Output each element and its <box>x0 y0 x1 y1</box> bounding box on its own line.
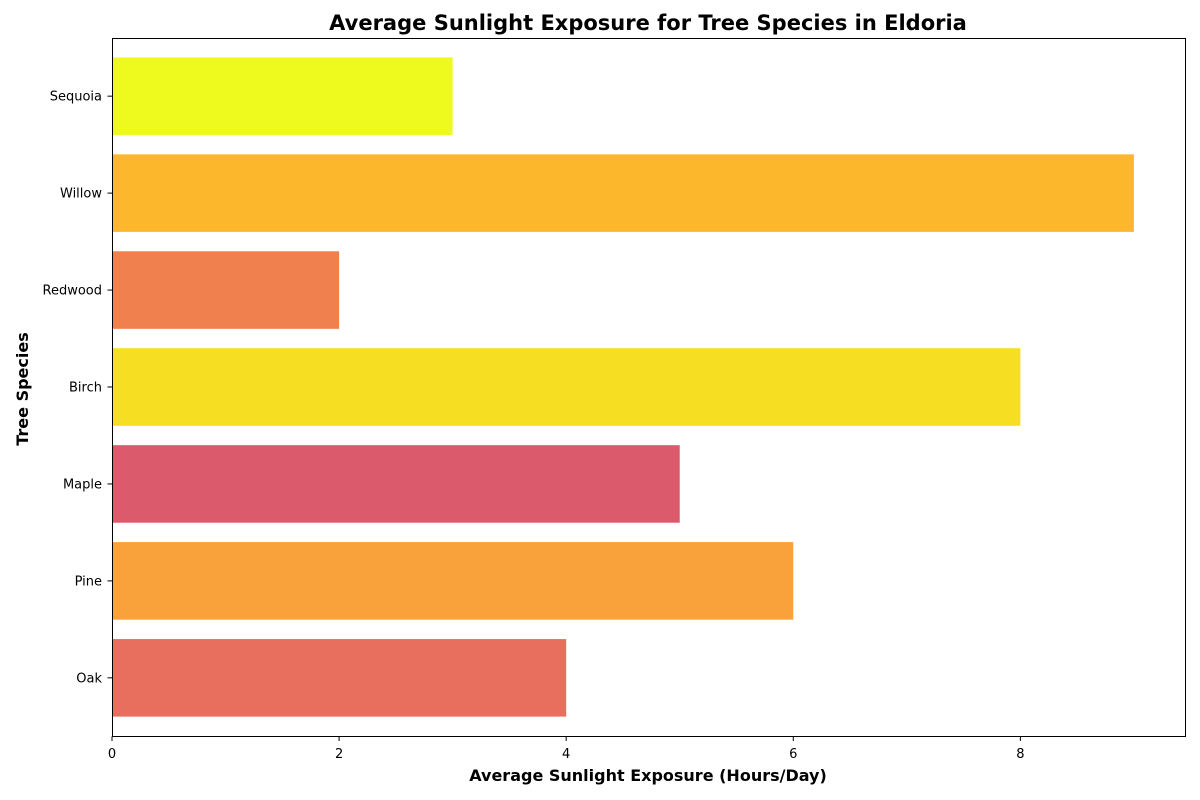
x-tick-label: 8 <box>1016 747 1024 762</box>
y-tick-label: Willow <box>60 187 102 202</box>
y-axis-label: Tree Species <box>13 332 32 446</box>
y-ticks: Oak Pine Maple Birch Redwood Willow Sequoia <box>43 90 113 686</box>
y-tick-label: Oak <box>76 671 102 686</box>
bar-redwood <box>112 251 340 329</box>
x-ticks: 0 2 4 6 8 <box>108 736 1025 762</box>
y-tick-label: Sequoia <box>50 90 102 105</box>
x-axis-label: Average Sunlight Exposure (Hours/Day) <box>469 766 827 785</box>
chart-title: Average Sunlight Exposure for Tree Speci… <box>329 11 967 35</box>
x-tick-label: 4 <box>562 747 570 762</box>
bar-willow <box>112 154 1134 232</box>
bar-oak <box>112 639 567 717</box>
bar-pine <box>112 542 794 620</box>
x-tick-label: 2 <box>335 747 343 762</box>
y-tick-label: Birch <box>69 381 102 396</box>
x-tick-label: 0 <box>108 747 116 762</box>
y-tick-label: Maple <box>63 477 102 492</box>
bar-sequoia <box>112 57 453 135</box>
bars-layer <box>112 57 1134 717</box>
bar-maple <box>112 445 680 523</box>
y-tick-label: Pine <box>75 574 102 589</box>
x-tick-label: 6 <box>789 747 797 762</box>
bar-birch <box>112 348 1021 426</box>
y-tick-label: Redwood <box>43 284 103 299</box>
